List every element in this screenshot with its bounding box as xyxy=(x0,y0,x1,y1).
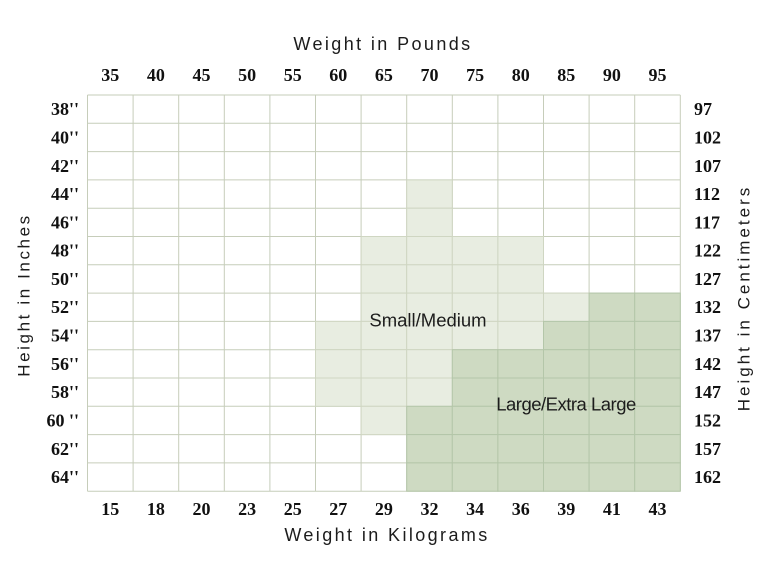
svg-text:Height in Centimeters: Height in Centimeters xyxy=(735,185,754,411)
svg-text:52'': 52'' xyxy=(51,297,79,317)
svg-text:Large/Extra Large: Large/Extra Large xyxy=(496,394,636,415)
svg-text:32: 32 xyxy=(421,499,439,519)
svg-text:117: 117 xyxy=(694,212,720,232)
svg-text:40: 40 xyxy=(147,65,165,85)
svg-text:56'': 56'' xyxy=(51,354,79,374)
svg-text:41: 41 xyxy=(603,499,621,519)
svg-text:44'': 44'' xyxy=(51,184,79,204)
svg-text:29: 29 xyxy=(375,499,393,519)
svg-text:54'': 54'' xyxy=(51,326,79,346)
svg-text:42'': 42'' xyxy=(51,156,79,176)
svg-text:38'': 38'' xyxy=(51,99,79,119)
svg-text:15: 15 xyxy=(101,499,119,519)
svg-text:85: 85 xyxy=(557,65,575,85)
svg-text:Weight in Pounds: Weight in Pounds xyxy=(293,34,472,54)
svg-text:48'': 48'' xyxy=(51,241,79,261)
svg-text:50'': 50'' xyxy=(51,269,79,289)
svg-text:55: 55 xyxy=(284,65,302,85)
svg-text:107: 107 xyxy=(694,156,721,176)
svg-text:58'': 58'' xyxy=(51,382,79,402)
svg-text:142: 142 xyxy=(694,354,721,374)
svg-text:25: 25 xyxy=(284,499,302,519)
svg-text:64'': 64'' xyxy=(51,467,79,487)
svg-text:90: 90 xyxy=(603,65,621,85)
svg-text:18: 18 xyxy=(147,499,165,519)
svg-text:80: 80 xyxy=(512,65,530,85)
svg-text:Weight in Kilograms: Weight in Kilograms xyxy=(284,525,489,545)
svg-text:60: 60 xyxy=(329,65,347,85)
svg-text:35: 35 xyxy=(101,65,119,85)
svg-text:Small/Medium: Small/Medium xyxy=(369,310,486,331)
svg-text:157: 157 xyxy=(694,439,721,459)
svg-text:39: 39 xyxy=(557,499,575,519)
svg-text:43: 43 xyxy=(649,499,667,519)
svg-text:40'': 40'' xyxy=(51,127,79,147)
svg-text:34: 34 xyxy=(466,499,484,519)
svg-text:112: 112 xyxy=(694,184,720,204)
svg-text:75: 75 xyxy=(466,65,484,85)
svg-text:162: 162 xyxy=(694,467,721,487)
svg-text:45: 45 xyxy=(193,65,211,85)
svg-text:95: 95 xyxy=(649,65,667,85)
svg-text:20: 20 xyxy=(193,499,211,519)
svg-text:62'': 62'' xyxy=(51,439,79,459)
svg-text:27: 27 xyxy=(329,499,347,519)
svg-text:36: 36 xyxy=(512,499,530,519)
svg-text:147: 147 xyxy=(694,382,721,402)
svg-text:65: 65 xyxy=(375,65,393,85)
svg-text:Height in Inches: Height in Inches xyxy=(15,213,34,377)
svg-text:152: 152 xyxy=(694,410,721,430)
svg-text:102: 102 xyxy=(694,127,721,147)
svg-text:97: 97 xyxy=(694,99,712,119)
svg-text:127: 127 xyxy=(694,269,721,289)
svg-text:23: 23 xyxy=(238,499,256,519)
svg-text:122: 122 xyxy=(694,241,721,261)
svg-text:46'': 46'' xyxy=(51,212,79,232)
svg-text:50: 50 xyxy=(238,65,256,85)
svg-text:70: 70 xyxy=(421,65,439,85)
svg-text:60 '': 60 '' xyxy=(46,410,79,430)
svg-text:132: 132 xyxy=(694,297,721,317)
svg-text:137: 137 xyxy=(694,326,721,346)
